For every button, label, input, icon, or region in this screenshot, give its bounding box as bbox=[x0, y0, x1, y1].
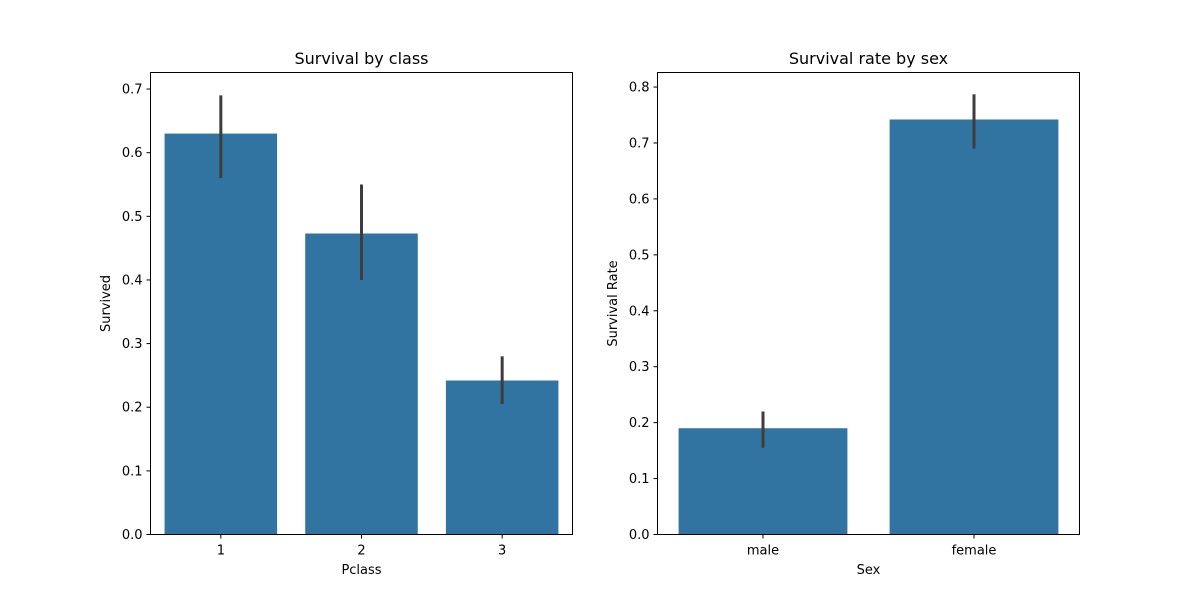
survival-rate-by-sex-chart: Survival rate by sex Sex Survival Rate 0… bbox=[606, 49, 1080, 578]
x-tick-label: 1 bbox=[217, 544, 225, 559]
y-tick-label: 0.7 bbox=[122, 83, 143, 98]
x-ticks: male female bbox=[747, 534, 997, 559]
plot-frame bbox=[657, 72, 1080, 535]
y-tick-label: 0.5 bbox=[629, 248, 650, 263]
error-bars bbox=[219, 95, 504, 405]
bar-2 bbox=[305, 233, 418, 535]
x-tick-label: male bbox=[747, 544, 779, 559]
bars bbox=[678, 119, 1059, 535]
y-tick-label: 0.3 bbox=[629, 360, 650, 375]
y-tick-label: 0.4 bbox=[122, 273, 143, 288]
chart-title: Survival rate by sex bbox=[789, 49, 948, 68]
error-bars bbox=[761, 94, 976, 448]
y-axis-label: Survival Rate bbox=[606, 260, 621, 346]
x-tick-label: 2 bbox=[357, 544, 365, 559]
y-ticks: 0.0 0.1 0.2 0.3 0.4 0.5 0.6 0.7 bbox=[122, 83, 151, 543]
chart-title: Survival by class bbox=[294, 49, 428, 68]
bar-3 bbox=[445, 380, 559, 535]
y-tick-label: 0.7 bbox=[629, 136, 650, 151]
x-tick-label: 3 bbox=[498, 544, 506, 559]
x-tick-label: female bbox=[952, 544, 997, 559]
bar-female bbox=[889, 119, 1059, 535]
y-tick-label: 0.0 bbox=[629, 528, 650, 543]
y-tick-label: 0.0 bbox=[122, 528, 143, 543]
y-tick-label: 0.1 bbox=[122, 464, 143, 479]
y-tick-label: 0.2 bbox=[629, 416, 650, 431]
y-tick-label: 0.1 bbox=[629, 472, 650, 487]
plot-frame bbox=[150, 72, 573, 535]
y-tick-label: 0.2 bbox=[122, 401, 143, 416]
x-axis-label: Sex bbox=[857, 563, 881, 578]
survival-by-class-chart: Survival by class Pclass Survived 0.0 0.1… bbox=[99, 49, 573, 578]
y-axis-label: Survived bbox=[99, 275, 114, 332]
y-tick-label: 0.6 bbox=[629, 192, 650, 207]
bar-1 bbox=[164, 133, 278, 535]
y-tick-label: 0.5 bbox=[122, 210, 143, 225]
x-ticks: 1 2 3 bbox=[217, 534, 506, 559]
bars bbox=[164, 133, 559, 535]
y-tick-label: 0.3 bbox=[122, 337, 143, 352]
y-tick-label: 0.8 bbox=[629, 81, 650, 96]
x-axis-label: Pclass bbox=[341, 563, 381, 578]
y-tick-label: 0.4 bbox=[629, 304, 650, 319]
y-ticks: 0.0 0.1 0.2 0.3 0.4 0.5 0.6 0.7 0.8 bbox=[629, 81, 658, 543]
y-tick-label: 0.6 bbox=[122, 146, 143, 161]
